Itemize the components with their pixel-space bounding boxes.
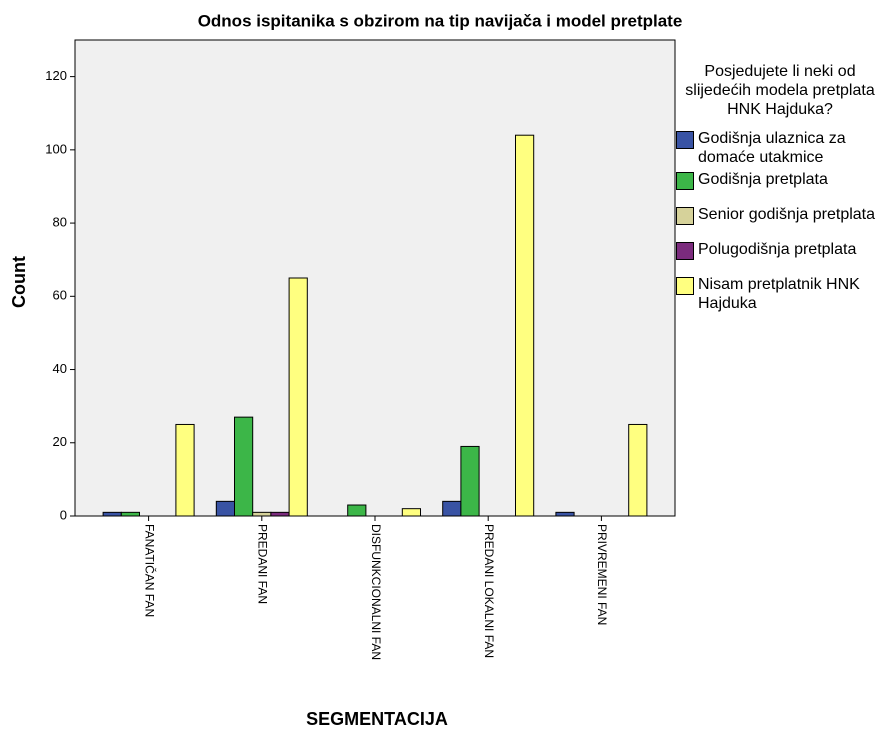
x-tick-label: DISFUNKCIONALNI FAN xyxy=(369,524,383,660)
bar xyxy=(460,445,480,517)
x-tick-label: PREDANI LOKALNI FAN xyxy=(482,524,496,658)
bar xyxy=(270,511,290,517)
bar xyxy=(442,500,462,517)
legend-swatch xyxy=(676,131,694,149)
y-tick-label: 0 xyxy=(60,507,67,522)
x-axis-label: SEGMENTACIJA xyxy=(306,709,448,729)
bar xyxy=(515,134,535,517)
bar xyxy=(175,423,195,517)
legend-label: Polugodišnja pretplata xyxy=(698,241,857,258)
legend-swatch xyxy=(676,207,694,225)
bar xyxy=(628,423,648,517)
bar xyxy=(401,508,421,517)
bar xyxy=(347,504,367,517)
legend-entry: Godišnja pretplata xyxy=(674,170,886,202)
y-tick-label: 100 xyxy=(45,141,67,156)
legend-swatch xyxy=(676,172,694,190)
bar xyxy=(215,500,236,517)
plot-area xyxy=(74,39,676,517)
legend: Posjedujete li neki od slijedećih modela… xyxy=(674,62,886,316)
bar xyxy=(120,511,141,517)
y-tick-label: 120 xyxy=(45,68,67,83)
y-tick-label: 80 xyxy=(53,215,67,230)
chart-title: Odnos ispitanika s obzirom na tip navija… xyxy=(198,11,683,30)
legend-entry: Polugodišnja pretplata xyxy=(674,240,886,272)
y-tick-label: 60 xyxy=(53,288,67,303)
bar xyxy=(102,511,122,517)
y-tick-label: 20 xyxy=(53,434,67,449)
bar xyxy=(288,277,308,517)
legend-entry: Godišnja ulaznica za domaće utakmice xyxy=(674,129,886,167)
x-tick-label: PRIVREMENI FAN xyxy=(595,524,609,625)
legend-swatch xyxy=(676,242,694,260)
legend-label: Nisam pretplatnik HNK Hajduka xyxy=(698,276,860,312)
legend-label: Senior godišnja pretplata xyxy=(698,206,876,223)
bar xyxy=(555,511,575,517)
x-tick-label: PREDANI FAN xyxy=(256,524,270,604)
legend-label: Godišnja ulaznica za domaće utakmice xyxy=(698,130,846,166)
x-tick-label: FANATIČAN FAN xyxy=(142,524,157,617)
y-axis-label: Count xyxy=(9,256,29,308)
y-tick-label: 40 xyxy=(53,361,67,376)
legend-label: Godišnja pretplata xyxy=(698,171,828,188)
legend-title: Posjedujete li neki od slijedećih modela… xyxy=(685,63,875,118)
legend-entry: Senior godišnja pretplata xyxy=(674,205,886,237)
legend-swatch xyxy=(676,277,694,295)
bar xyxy=(252,511,272,517)
legend-entry: Nisam pretplatnik HNK Hajduka xyxy=(674,275,886,313)
bar xyxy=(234,416,254,517)
